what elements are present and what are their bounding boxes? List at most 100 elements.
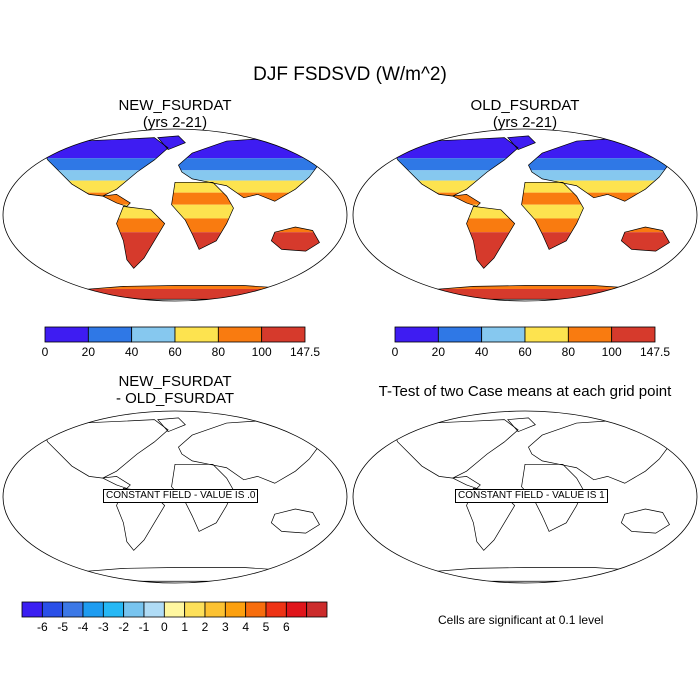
- panel2-colorbar-box-5: [611, 326, 656, 343]
- panel1-colorbar-box-3: [174, 326, 219, 343]
- panel3-colorbar: -6 -5 -4 -3 -2 -1 0 1 2 3 4 5 6: [21, 601, 328, 634]
- panel3-colorbar-box-9: [204, 601, 226, 618]
- panel3-colorbar-tick-10: 4: [242, 620, 249, 634]
- panel4-map-outline: [353, 411, 697, 583]
- panel1-colorbar-tick-2: 40: [125, 345, 139, 359]
- panel2-colorbar-box-0: [394, 326, 439, 343]
- panel2-band-5: [390, 204, 684, 219]
- panel3-colorbar-box-0: [21, 601, 43, 618]
- panel3-colorbar-tick-1: -5: [57, 620, 68, 634]
- panel3-colorbar-box-4: [102, 601, 125, 618]
- panel1-band-1: [40, 158, 334, 171]
- panel3-colorbar-box-13: [285, 601, 308, 618]
- panel3-colorbar-box-7: [163, 601, 186, 618]
- panel4-title: T-Test of two Case means at each grid po…: [350, 383, 700, 400]
- panel3-colorbar-box-11: [245, 601, 267, 618]
- panel2-colorbar: 0 20 40 60 80 100 147.5: [392, 326, 670, 359]
- panel3-title-line1: NEW_FSURDAT: [118, 373, 232, 390]
- panel2-band-6: [390, 218, 684, 233]
- panel3-colorbar-box-2: [62, 601, 84, 618]
- panel2-title-line2: (yrs 2-21): [492, 114, 558, 131]
- panel3-colorbar-tick-9: 3: [222, 620, 229, 634]
- page-title: DJF FSDSVD (W/m^2): [253, 64, 447, 85]
- panel2-title-line1: OLD_FSURDAT: [470, 97, 580, 114]
- panel1-colorbar: 0 20 40 60 80 100 147.5: [42, 326, 320, 359]
- panel3-colorbar-tick-12: 6: [283, 620, 290, 634]
- panel3-colorbar-box-8: [184, 601, 206, 618]
- panel2-colorbar-tick-5: 100: [602, 345, 622, 359]
- panel2-colorbar-box-4: [567, 326, 613, 343]
- panel3-colorbar-tick-11: 5: [263, 620, 270, 634]
- panel2-colorbar-tick-0: 0: [392, 345, 399, 359]
- panel4-title-line1: T-Test of two Case means at each grid po…: [378, 383, 672, 400]
- significance-note: Cells are significant at 0.1 level: [438, 613, 604, 627]
- panel3-colorbar-tick-5: -1: [139, 620, 150, 634]
- panel1-band-8: [40, 279, 334, 289]
- panel3-colorbar-box-5: [123, 601, 145, 618]
- panel1-band-2: [40, 170, 334, 181]
- panel3-colorbar-box-6: [143, 601, 165, 618]
- panel1-colorbar-box-5: [261, 326, 306, 343]
- panel3-colorbar-box-3: [82, 601, 104, 618]
- panel2-map-outline: [353, 129, 697, 301]
- maps-layer: [3, 129, 697, 583]
- panel3-colorbar-box-10: [224, 601, 247, 618]
- panel1-band-9: [40, 288, 334, 300]
- panel2-colorbar-tick-4: 80: [562, 345, 576, 359]
- colorbars-layer: 0 20 40 60 80 100 147.5 0 20 40 60 80 100 147.5-6 -5 -4…: [21, 326, 670, 634]
- panel3-title-line2: - OLD_FSURDAT: [115, 390, 235, 407]
- panel1-colorbar-tick-5: 100: [252, 345, 272, 359]
- panel2-band-2: [390, 170, 684, 181]
- panel3-colorbar-tick-6: 0: [161, 620, 168, 634]
- panel3-colorbar-tick-3: -3: [98, 620, 109, 634]
- panel3-colorbar-tick-2: -4: [78, 620, 89, 634]
- panel1-title-line1: NEW_FSURDAT: [118, 97, 232, 114]
- panel2-colorbar-tick-6: 147.5: [640, 345, 670, 359]
- panel1-map: [3, 129, 347, 301]
- panel1-colorbar-tick-0: 0: [42, 345, 49, 359]
- panel2-field: [390, 135, 684, 300]
- panel3-map-outline: [3, 411, 347, 583]
- panel1-colorbar-box-4: [217, 326, 263, 343]
- panel3-colorbar-box-12: [265, 601, 287, 618]
- panel1-title: NEW_FSURDAT (yrs 2-21): [45, 97, 305, 131]
- panel1-field: [40, 135, 334, 300]
- panel2-colorbar-box-1: [437, 326, 483, 343]
- panel2-band-8: [390, 279, 684, 289]
- panel3-title: NEW_FSURDAT - OLD_FSURDAT: [45, 373, 305, 407]
- panel2-map: [353, 129, 697, 301]
- panel1-band-3: [40, 180, 334, 193]
- panel2-band-3: [390, 180, 684, 193]
- panel1-band-4: [40, 192, 334, 205]
- panel3-colorbar-tick-0: -6: [37, 620, 48, 634]
- panel2-colorbar-tick-3: 60: [518, 345, 532, 359]
- panel1-map-outline: [3, 129, 347, 301]
- panel1-colorbar-tick-3: 60: [168, 345, 182, 359]
- panel1-colorbar-box-0: [44, 326, 89, 343]
- panel3-colorbar-box-14: [306, 601, 328, 618]
- panel2-colorbar-tick-1: 20: [432, 345, 446, 359]
- panel2-band-1: [390, 158, 684, 171]
- panel1-colorbar-tick-6: 147.5: [290, 345, 320, 359]
- panel2-colorbar-tick-2: 40: [475, 345, 489, 359]
- panel1-colorbar-box-2: [131, 326, 176, 343]
- panel2-colorbar-box-3: [524, 326, 569, 343]
- panel1-colorbar-tick-1: 20: [82, 345, 96, 359]
- panel3-colorbar-tick-4: -2: [118, 620, 129, 634]
- panel3-colorbar-box-1: [41, 601, 64, 618]
- panel1-band-7: [40, 232, 334, 280]
- panel3-colorbar-tick-8: 2: [202, 620, 209, 634]
- panel3-colorbar-tick-7: 1: [181, 620, 188, 634]
- panel2-band-4: [390, 192, 684, 205]
- panel1-colorbar-tick-4: 80: [212, 345, 226, 359]
- panel2-band-9: [390, 288, 684, 300]
- panel1-colorbar-box-1: [87, 326, 133, 343]
- panel2-title: OLD_FSURDAT (yrs 2-21): [395, 97, 655, 131]
- panel2-band-7: [390, 232, 684, 280]
- panel1-band-6: [40, 218, 334, 233]
- panel1-title-line2: (yrs 2-21): [142, 114, 208, 131]
- panel3-constant-label: CONSTANT FIELD - VALUE IS .0: [103, 489, 259, 503]
- panel2-colorbar-box-2: [481, 326, 526, 343]
- panel4-constant-label: CONSTANT FIELD - VALUE IS 1: [455, 489, 608, 503]
